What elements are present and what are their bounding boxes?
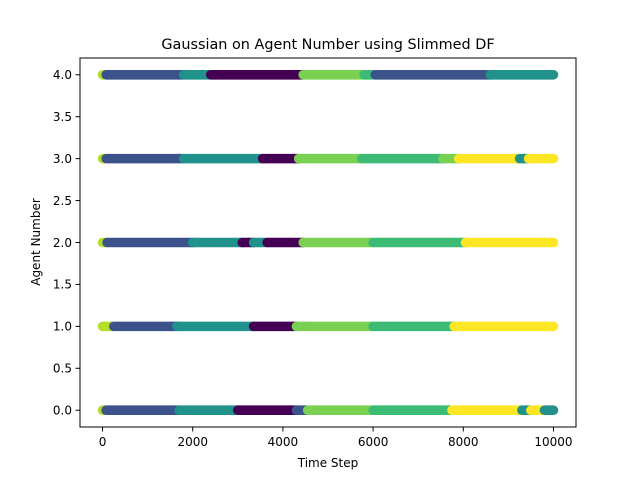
x-tick-label: 0 <box>99 435 107 449</box>
y-tick-label: 4.0 <box>53 68 72 82</box>
y-tick-label: 0.5 <box>53 362 72 376</box>
y-tick-label: 1.0 <box>53 320 72 334</box>
y-tick-label: 3.5 <box>53 110 72 124</box>
y-tick-label: 2.0 <box>53 236 72 250</box>
x-axis: 0 2000 4000 6000 8000 10000 <box>99 427 573 449</box>
y-tick-label: 2.5 <box>53 194 72 208</box>
y-axis-label: Agent Number <box>29 198 43 286</box>
y-tick-label: 0.0 <box>53 404 72 418</box>
x-tick-label: 4000 <box>268 435 299 449</box>
y-tick-label: 1.5 <box>53 278 72 292</box>
chart-title: Gaussian on Agent Number using Slimmed D… <box>161 37 494 53</box>
x-tick-label: 10000 <box>534 435 572 449</box>
x-tick-label: 6000 <box>358 435 389 449</box>
x-tick-label: 2000 <box>177 435 208 449</box>
x-axis-label: Time Step <box>297 456 359 470</box>
x-tick-label: 8000 <box>448 435 479 449</box>
y-axis: 0.0 0.5 1.0 1.5 2.0 2.5 3.0 3.5 4.0 <box>53 68 80 418</box>
y-tick-label: 3.0 <box>53 152 72 166</box>
plot-area <box>97 69 559 416</box>
